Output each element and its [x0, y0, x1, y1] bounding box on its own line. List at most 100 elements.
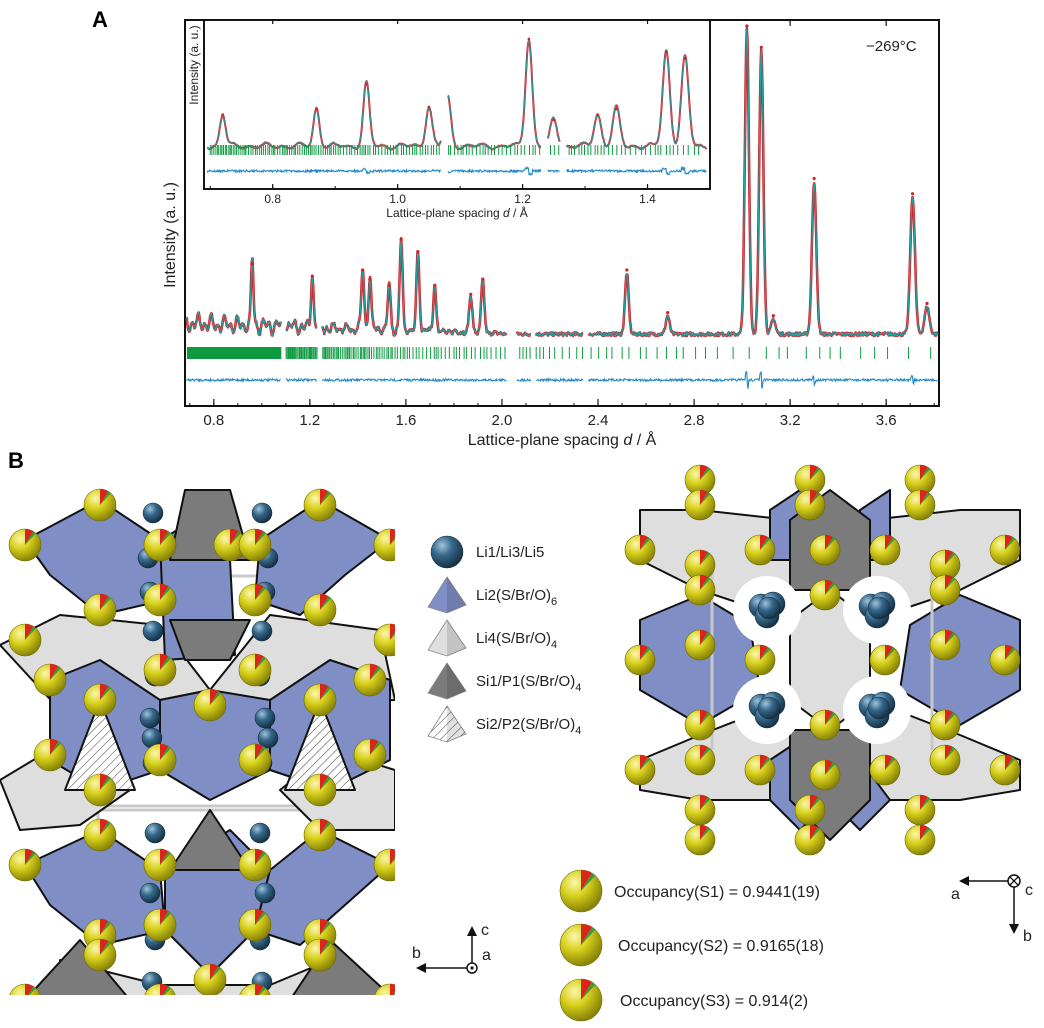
peak-marker [427, 105, 431, 109]
occupancy-sphere-icon [559, 923, 603, 967]
x-tick-label: 0.8 [203, 412, 224, 429]
axis-a-label-right: a [951, 886, 960, 903]
light-tetrahedron-icon [427, 619, 467, 657]
peak-marker [365, 82, 368, 86]
peak-marker [416, 250, 420, 254]
sulfur-site-sphere [684, 574, 716, 606]
sulfur-site-sphere [684, 794, 716, 826]
sulfur-site-sphere [83, 593, 117, 627]
sulfur-site-sphere [83, 773, 117, 807]
difference-curve [588, 370, 938, 390]
difference-curve [206, 167, 441, 176]
sulfur-site-sphere [8, 848, 42, 882]
sulfur-site-sphere [239, 983, 271, 995]
crystal-structure-view-a [0, 488, 395, 995]
sulfur-site-sphere [143, 743, 177, 777]
peak-marker [399, 237, 403, 242]
difference-curve [285, 377, 317, 383]
sulfur-site-sphere [8, 528, 42, 562]
peak-marker [469, 292, 473, 296]
sulfur-site-sphere [624, 754, 656, 786]
calculated-curve [566, 49, 707, 150]
occupancy-label: Occupancy(S3) = 0.914(2) [620, 993, 808, 1010]
lithium-site-sphere [251, 502, 273, 524]
sulfur-site-sphere [684, 709, 716, 741]
sulfur-site-sphere [143, 848, 177, 882]
occupancy-legend: Occupancy(S1) = 0.9441(19) Occupancy(S2) … [559, 869, 824, 1022]
legend-label: Li1/Li3/Li5 [476, 544, 544, 561]
peak-marker [812, 176, 816, 181]
sulfur-site-sphere [809, 759, 841, 791]
sulfur-site-sphere [9, 983, 41, 995]
peak-marker [666, 311, 670, 315]
sulfur-site-sphere [238, 583, 272, 617]
sulfur-site-sphere [193, 963, 227, 995]
peak-marker [771, 314, 775, 318]
sulfur-site-sphere [238, 528, 272, 562]
temperature-label: −269°C [866, 38, 917, 55]
calculated-curve [185, 258, 282, 337]
peak-marker [664, 50, 668, 54]
sulfur-site-sphere [238, 653, 272, 687]
axis-c-label-right: c [1025, 882, 1033, 899]
lithium-site-sphere [142, 502, 164, 524]
si1-tetrahedron [292, 939, 392, 995]
reflection-markers [209, 145, 700, 155]
sulfur-site-sphere [794, 824, 826, 856]
calculated-curve [547, 116, 561, 142]
lithium-site-sphere [254, 882, 276, 904]
x-tick-label: 2.4 [588, 412, 609, 429]
sulfur-site-sphere [143, 528, 177, 562]
peak-marker [433, 283, 437, 287]
x-tick-label: 1.6 [395, 412, 416, 429]
sulfur-site-sphere [83, 683, 117, 717]
x-tick-label: 1.4 [639, 192, 656, 206]
si1-tetrahedron [169, 809, 251, 871]
inset-frame [203, 19, 711, 190]
peak-marker [361, 268, 365, 272]
sulfur-site-sphere [144, 983, 176, 995]
y-axis-label: Intensity (a. u.) [187, 25, 201, 104]
legend-label: Li4(S/Br/O)4 [476, 630, 557, 651]
sulfur-site-sphere [684, 464, 716, 496]
sulfur-site-sphere [684, 549, 716, 581]
sulfur-site-sphere [744, 534, 776, 566]
sulfur-site-sphere [213, 528, 247, 562]
peak-marker [315, 107, 318, 111]
difference-curve [447, 166, 542, 177]
sulfur-site-sphere [238, 848, 272, 882]
sulfur-site-sphere [869, 534, 901, 566]
occupancy-label: Occupancy(S1) = 0.9441(19) [614, 884, 820, 901]
sulfur-site-sphere [373, 623, 395, 657]
lithium-site-sphere [251, 620, 273, 642]
polyhedra-legend: Li1/Li3/Li5 Li2(S/Br/O)6 Li4(S/Br/O)4 Si1/P… [427, 535, 581, 743]
sulfur-site-sphere [809, 579, 841, 611]
sulfur-site-sphere [303, 818, 337, 852]
peak-marker [625, 268, 629, 272]
sulfur-site-sphere [83, 488, 117, 522]
difference-curve [566, 166, 707, 176]
sulfur-site-sphere [929, 629, 961, 661]
sulfur-site-sphere [684, 629, 716, 661]
axes-indicator-right: a b c [951, 874, 1033, 945]
x-tick-label: 2.8 [684, 412, 705, 429]
sulfur-site-sphere [929, 549, 961, 581]
occupancy-sphere-icon [559, 978, 603, 1022]
sulfur-site-sphere [904, 464, 936, 496]
sulfur-site-sphere [83, 938, 117, 972]
legend-item: Li2(S/Br/O)6 [427, 576, 557, 614]
panel-b-label: B [8, 448, 24, 473]
sulfur-site-sphere [373, 848, 395, 882]
sulfur-site-sphere [869, 644, 901, 676]
legend-label: Si2/P2(S/Br/O)4 [476, 716, 581, 737]
peak-marker [745, 24, 749, 28]
sulfur-site-sphere [238, 743, 272, 777]
x-tick-label: 1.0 [389, 192, 406, 206]
axis-b-label: b [412, 945, 421, 962]
axis-a-label: a [482, 947, 491, 964]
difference-curve [535, 377, 584, 383]
sulfur-site-sphere [794, 489, 826, 521]
sulfur-site-sphere [143, 908, 177, 942]
sulfur-site-sphere [374, 983, 395, 995]
